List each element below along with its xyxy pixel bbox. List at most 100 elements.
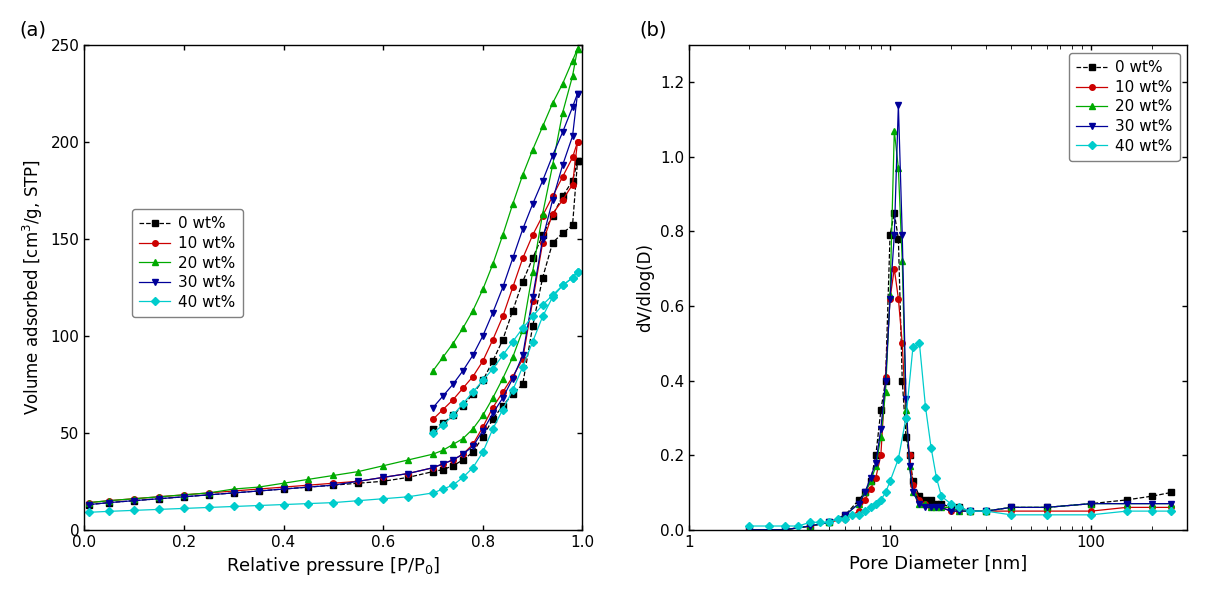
40 wt% (476, 448, 490, 456)
30 wt% (934, 504, 948, 511)
20 wt% (436, 447, 451, 454)
40 wt% (202, 504, 216, 511)
20 wt% (892, 164, 906, 172)
20 wt% (545, 161, 559, 169)
20 wt% (934, 504, 948, 511)
40 wt% (82, 509, 97, 516)
0 wt% (934, 500, 948, 507)
20 wt% (226, 486, 240, 493)
20 wt% (803, 523, 818, 530)
30 wt% (803, 523, 818, 530)
0 wt% (906, 478, 920, 485)
20 wt% (486, 394, 500, 401)
30 wt% (226, 489, 240, 496)
20 wt% (864, 478, 878, 485)
20 wt% (1039, 504, 1053, 511)
0 wt% (455, 456, 470, 463)
10 wt% (486, 404, 500, 411)
0 wt% (929, 500, 943, 507)
10 wt% (742, 526, 756, 533)
20 wt% (952, 508, 966, 515)
10 wt% (869, 474, 883, 481)
40 wt% (251, 502, 266, 509)
40 wt% (1144, 508, 1158, 515)
40 wt% (1004, 511, 1018, 518)
40 wt% (152, 506, 167, 513)
10 wt% (924, 504, 939, 511)
40 wt% (505, 386, 519, 393)
30 wt% (436, 460, 451, 468)
40 wt% (545, 294, 559, 301)
0 wt% (918, 496, 933, 504)
0 wt% (535, 274, 550, 281)
0 wt% (152, 495, 167, 502)
0 wt% (565, 222, 580, 229)
Line: 20 wt%: 20 wt% (87, 46, 580, 505)
0 wt% (1120, 496, 1134, 504)
10 wt% (912, 496, 927, 504)
10 wt% (895, 340, 910, 347)
0 wt% (864, 478, 878, 485)
20 wt% (176, 492, 191, 499)
20 wt% (1165, 500, 1179, 507)
40 wt% (326, 499, 341, 506)
10 wt% (883, 295, 898, 302)
0 wt% (943, 504, 958, 511)
30 wt% (1039, 504, 1053, 511)
10 wt% (1004, 508, 1018, 515)
20 wt% (301, 476, 315, 483)
20 wt% (1144, 500, 1158, 507)
0 wt% (902, 451, 917, 459)
40 wt% (899, 414, 913, 422)
10 wt% (425, 464, 440, 471)
10 wt% (446, 456, 460, 463)
40 wt% (912, 340, 927, 347)
30 wt% (902, 463, 917, 470)
0 wt% (924, 496, 939, 504)
0 wt% (883, 231, 898, 239)
Line: 40 wt%: 40 wt% (747, 340, 1174, 529)
10 wt% (864, 485, 878, 492)
30 wt% (929, 504, 943, 511)
20 wt% (838, 511, 853, 518)
10 wt% (1039, 508, 1053, 515)
0 wt% (899, 433, 913, 440)
20 wt% (425, 450, 440, 457)
0 wt% (858, 489, 872, 496)
0 wt% (376, 478, 390, 485)
20 wt% (943, 504, 958, 511)
40 wt% (858, 508, 872, 515)
20 wt% (525, 269, 540, 276)
20 wt% (918, 500, 933, 507)
30 wt% (895, 231, 910, 239)
30 wt% (838, 511, 853, 518)
0 wt% (823, 518, 837, 526)
20 wt% (778, 526, 792, 533)
30 wt% (778, 526, 792, 533)
40 wt% (823, 518, 837, 526)
40 wt% (831, 515, 846, 522)
30 wt% (202, 492, 216, 499)
0 wt% (82, 501, 97, 508)
30 wt% (1144, 500, 1158, 507)
10 wt% (878, 373, 893, 380)
40 wt% (892, 455, 906, 462)
10 wt% (887, 265, 901, 272)
30 wt% (1120, 500, 1134, 507)
0 wt% (952, 504, 966, 511)
0 wt% (516, 381, 530, 388)
40 wt% (352, 497, 366, 504)
30 wt% (301, 484, 315, 491)
10 wt% (963, 508, 977, 515)
20 wt% (899, 407, 913, 414)
10 wt% (301, 481, 315, 489)
30 wt% (952, 508, 966, 515)
10 wt% (565, 181, 580, 188)
40 wt% (455, 474, 470, 481)
Text: (b): (b) (639, 20, 667, 39)
20 wt% (873, 433, 888, 440)
20 wt% (895, 258, 910, 265)
20 wt% (127, 495, 141, 502)
30 wt% (352, 478, 366, 485)
40 wt% (906, 343, 920, 350)
